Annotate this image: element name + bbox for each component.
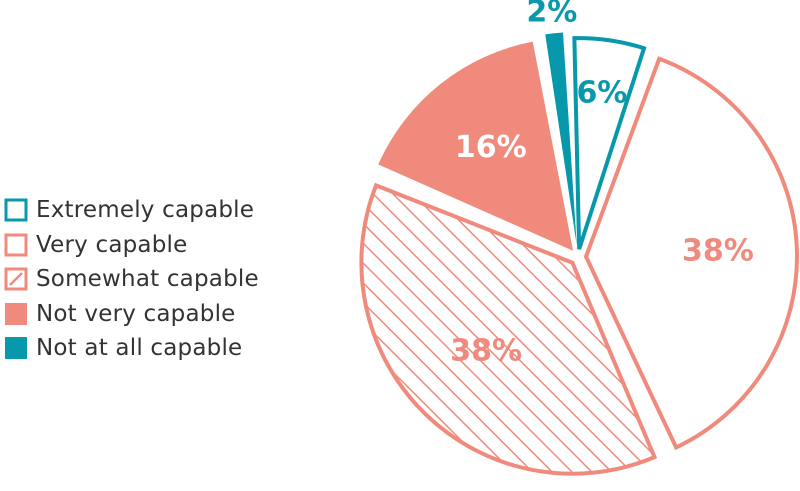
legend-label-not-at-all-capable: Not at all capable [36,335,243,362]
pie-slice-very-capable [583,56,799,451]
legend-swatch-extremely-capable [4,198,28,222]
pie-slice-extremely-capable [572,36,647,250]
pie-slice-not-very-capable [378,41,574,251]
legend-label-not-very-capable: Not very capable [36,300,236,327]
pie-slice-somewhat-capable [359,182,658,476]
legend-swatch-somewhat-capable [4,267,28,291]
legend-label-very-capable: Very capable [36,231,188,258]
legend-item-extremely-capable: Extremely capable [4,193,294,228]
pie-slice-not-at-all-capable [545,32,577,246]
slice-label-not-very-capable: 16% [455,130,527,165]
legend-item-not-very-capable: Not very capable [4,297,294,332]
slice-label-very-capable: 38% [682,233,754,268]
legend-label-extremely-capable: Extremely capable [36,197,255,224]
legend-item-not-at-all-capable: Not at all capable [4,331,294,366]
slice-label-not-at-all-capable: 2% [526,0,577,30]
slice-label-extremely-capable: 6% [576,76,627,111]
slice-label-somewhat-capable: 38% [450,334,522,369]
legend-item-somewhat-capable: Somewhat capable [4,262,294,297]
legend-label-somewhat-capable: Somewhat capable [36,266,259,293]
legend-swatch-very-capable [4,233,28,257]
legend: Extremely capable Very capable Somewhat … [4,193,294,366]
legend-item-very-capable: Very capable [4,228,294,263]
legend-swatch-not-very-capable [5,302,27,325]
legend-swatch-not-at-all-capable [5,337,27,360]
